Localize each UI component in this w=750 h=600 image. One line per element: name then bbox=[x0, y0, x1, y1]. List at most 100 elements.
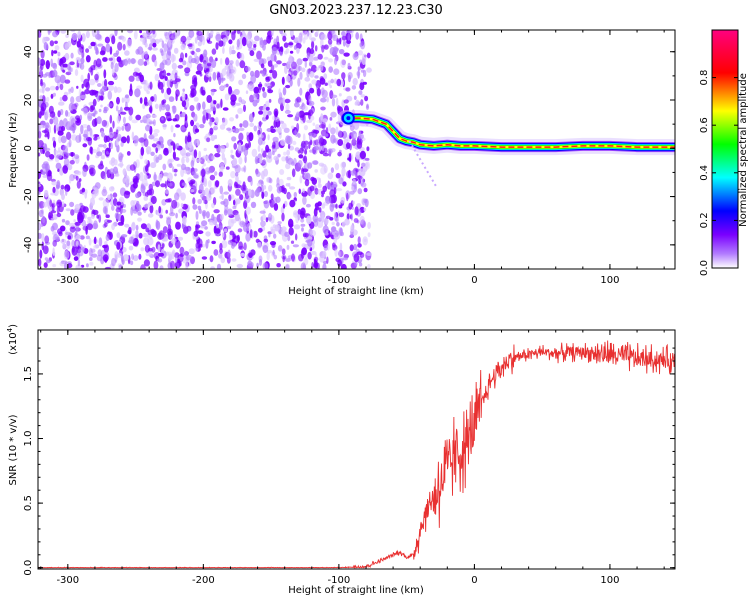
noise-speck bbox=[316, 30, 319, 35]
noise-speck bbox=[54, 45, 60, 51]
noise-speck bbox=[294, 102, 300, 108]
noise-speck bbox=[287, 59, 293, 65]
noise-speck bbox=[339, 49, 345, 55]
noise-speck bbox=[126, 38, 132, 48]
noise-speck bbox=[265, 106, 270, 111]
noise-speck bbox=[100, 155, 105, 160]
noise-speck bbox=[85, 55, 91, 63]
noise-speck bbox=[159, 265, 164, 269]
noise-speck bbox=[180, 203, 184, 208]
y-tick-label: -40 bbox=[23, 237, 34, 253]
noise-speck bbox=[122, 203, 126, 208]
noise-speck bbox=[320, 106, 326, 111]
noise-speck bbox=[95, 58, 102, 68]
noise-speck bbox=[284, 50, 288, 55]
noise-speck bbox=[316, 87, 321, 97]
noise-speck bbox=[296, 47, 300, 54]
noise-speck bbox=[75, 170, 82, 176]
noise-speck bbox=[122, 168, 127, 176]
noise-speck bbox=[139, 97, 143, 104]
noise-speck bbox=[52, 92, 56, 97]
noise-speck bbox=[206, 108, 212, 114]
noise-speck bbox=[175, 212, 178, 219]
noise-speck bbox=[194, 55, 200, 65]
noise-speck bbox=[207, 180, 212, 188]
colorbar-ticks: 0.0 0.2 0.4 0.6 0.8 bbox=[699, 29, 739, 276]
noise-speck bbox=[90, 67, 94, 76]
noise-speck bbox=[357, 188, 363, 195]
noise-speck bbox=[313, 262, 318, 269]
noise-speck bbox=[62, 94, 68, 102]
noise-speck bbox=[140, 247, 145, 252]
noise-speck bbox=[340, 263, 347, 269]
noise-speck bbox=[239, 194, 244, 201]
noise-speck bbox=[343, 52, 350, 57]
noise-speck bbox=[269, 69, 273, 74]
noise-speck bbox=[188, 30, 195, 38]
noise-speck bbox=[65, 208, 71, 212]
noise-speck bbox=[38, 171, 42, 180]
noise-speck bbox=[157, 244, 161, 253]
noise-speck bbox=[70, 118, 76, 127]
noise-speck bbox=[38, 258, 42, 267]
noise-speck bbox=[283, 187, 287, 195]
noise-speck bbox=[258, 120, 262, 127]
noise-speck bbox=[143, 61, 148, 67]
noise-speck bbox=[322, 225, 329, 235]
noise-speck bbox=[142, 233, 148, 238]
noise-speck bbox=[45, 43, 49, 50]
noise-speck bbox=[153, 171, 157, 181]
colorbar-tick-label: 0.6 bbox=[699, 117, 710, 133]
noise-speck bbox=[235, 114, 239, 119]
noise-speck bbox=[140, 223, 147, 230]
noise-speck bbox=[135, 224, 139, 231]
noise-speck bbox=[213, 100, 217, 105]
noise-speck bbox=[58, 135, 62, 144]
noise-speck bbox=[45, 150, 51, 158]
noise-speck bbox=[45, 60, 50, 70]
noise-speck bbox=[153, 93, 157, 103]
noise-speck bbox=[224, 204, 229, 214]
noise-speck bbox=[340, 196, 346, 204]
noise-speck bbox=[332, 46, 338, 55]
noise-speck bbox=[311, 40, 315, 50]
noise-speck bbox=[348, 152, 352, 163]
noise-speck bbox=[360, 94, 366, 98]
noise-speck bbox=[67, 235, 72, 240]
noise-speck bbox=[309, 71, 315, 78]
noise-speck bbox=[353, 243, 358, 251]
noise-speck bbox=[210, 88, 215, 96]
signal-track bbox=[337, 110, 675, 188]
noise-speck bbox=[137, 211, 142, 216]
noise-speck bbox=[328, 58, 333, 63]
noise-speck bbox=[236, 38, 240, 48]
noise-speck bbox=[121, 36, 126, 42]
noise-speck bbox=[109, 46, 113, 55]
noise-speck bbox=[297, 208, 302, 215]
noise-speck bbox=[149, 34, 153, 43]
x-tick-label: -200 bbox=[192, 575, 215, 586]
noise-speck bbox=[168, 253, 173, 261]
noise-speck bbox=[288, 54, 292, 62]
noise-speck bbox=[231, 31, 236, 41]
x-tick-label: 100 bbox=[600, 575, 619, 586]
noise-speck bbox=[238, 79, 244, 86]
noise-speck bbox=[262, 86, 265, 92]
noise-speck bbox=[330, 30, 335, 35]
noise-speck bbox=[283, 127, 290, 133]
noise-speck bbox=[277, 126, 282, 134]
colorbar: 0.0 0.2 0.4 0.6 0.8 Normalized spectral ampl… bbox=[699, 29, 749, 276]
noise-speck bbox=[355, 32, 360, 40]
noise-speck bbox=[65, 152, 71, 157]
noise-speck bbox=[364, 162, 369, 168]
noise-speck bbox=[285, 75, 291, 83]
noise-speck bbox=[206, 137, 211, 143]
noise-speck bbox=[283, 42, 289, 48]
noise-speck bbox=[122, 254, 129, 262]
noise-speck bbox=[215, 180, 220, 188]
noise-speck bbox=[131, 253, 135, 260]
noise-speck bbox=[212, 71, 217, 81]
noise-speck bbox=[55, 162, 62, 170]
noise-speck bbox=[231, 155, 235, 159]
noise-speck bbox=[238, 241, 244, 249]
